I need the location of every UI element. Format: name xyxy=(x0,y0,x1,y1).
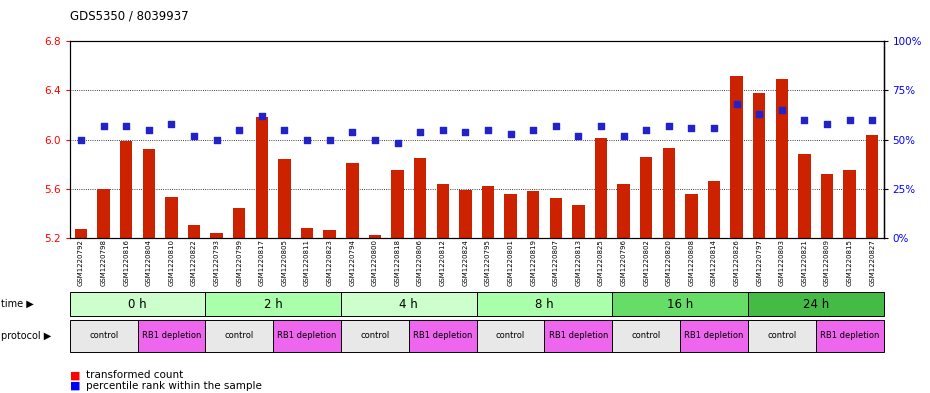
Bar xyxy=(74,229,87,238)
Point xyxy=(661,123,676,129)
Bar xyxy=(618,184,630,238)
Bar xyxy=(188,226,200,238)
Text: RB1 depletion: RB1 depletion xyxy=(549,331,608,340)
Bar xyxy=(798,154,811,238)
Bar xyxy=(753,93,765,238)
Point xyxy=(96,123,111,129)
Point xyxy=(549,123,564,129)
Text: protocol ▶: protocol ▶ xyxy=(1,331,51,341)
Bar xyxy=(844,170,856,238)
Bar xyxy=(504,194,517,238)
Point xyxy=(187,132,202,139)
Point xyxy=(707,125,722,131)
Point xyxy=(232,127,246,133)
Bar xyxy=(324,230,336,238)
Bar xyxy=(459,190,472,238)
Text: 16 h: 16 h xyxy=(667,298,693,311)
Bar xyxy=(210,233,223,238)
Bar xyxy=(368,235,381,238)
Text: time ▶: time ▶ xyxy=(1,299,33,309)
Point xyxy=(571,132,586,139)
Bar xyxy=(527,191,539,238)
Text: control: control xyxy=(360,331,390,340)
Point xyxy=(684,125,698,131)
Text: 8 h: 8 h xyxy=(535,298,553,311)
Point xyxy=(525,127,540,133)
Point xyxy=(865,117,880,123)
Bar xyxy=(166,197,178,238)
Text: RB1 depletion: RB1 depletion xyxy=(820,331,879,340)
Point xyxy=(299,136,314,143)
Point xyxy=(435,127,450,133)
Bar xyxy=(821,174,833,238)
Point xyxy=(209,136,224,143)
Point xyxy=(141,127,156,133)
Point xyxy=(481,127,496,133)
Point xyxy=(616,132,631,139)
Point xyxy=(751,111,766,117)
Bar xyxy=(98,189,110,238)
Text: control: control xyxy=(767,331,796,340)
Point xyxy=(797,117,812,123)
Bar xyxy=(730,76,743,238)
Point xyxy=(345,129,360,135)
Text: percentile rank within the sample: percentile rank within the sample xyxy=(86,381,262,391)
Text: RB1 depletion: RB1 depletion xyxy=(277,331,337,340)
Point xyxy=(255,113,270,119)
Text: ■: ■ xyxy=(70,370,80,380)
Point xyxy=(639,127,654,133)
Bar xyxy=(550,198,562,238)
Point xyxy=(73,136,88,143)
Point xyxy=(413,129,428,135)
Point xyxy=(323,136,338,143)
Bar xyxy=(436,184,449,238)
Point xyxy=(503,130,518,137)
Point xyxy=(593,123,608,129)
Bar xyxy=(572,205,585,238)
Bar xyxy=(866,135,879,238)
Bar xyxy=(685,194,698,238)
Text: 0 h: 0 h xyxy=(128,298,147,311)
Text: transformed count: transformed count xyxy=(86,370,184,380)
Bar xyxy=(708,181,720,238)
Text: GDS5350 / 8039937: GDS5350 / 8039937 xyxy=(70,10,189,23)
Text: control: control xyxy=(225,331,254,340)
Bar xyxy=(233,208,246,238)
Point xyxy=(843,117,857,123)
Bar xyxy=(278,159,291,238)
Point xyxy=(119,123,134,129)
Text: RB1 depletion: RB1 depletion xyxy=(141,331,201,340)
Point xyxy=(458,129,472,135)
Point xyxy=(277,127,292,133)
Bar xyxy=(301,228,313,238)
Bar xyxy=(346,163,359,238)
Bar xyxy=(662,148,675,238)
Text: ■: ■ xyxy=(70,381,80,391)
Point xyxy=(367,136,382,143)
Bar xyxy=(594,138,607,238)
Text: RB1 depletion: RB1 depletion xyxy=(684,331,744,340)
Text: RB1 depletion: RB1 depletion xyxy=(413,331,472,340)
Bar xyxy=(120,141,132,238)
Point xyxy=(164,121,179,127)
Point xyxy=(775,107,790,113)
Point xyxy=(819,121,834,127)
Text: control: control xyxy=(496,331,525,340)
Bar xyxy=(482,186,494,238)
Bar xyxy=(392,170,404,238)
Bar xyxy=(142,149,155,238)
Text: control: control xyxy=(89,331,118,340)
Text: control: control xyxy=(631,331,661,340)
Text: 24 h: 24 h xyxy=(803,298,829,311)
Bar xyxy=(414,158,426,238)
Bar xyxy=(776,79,788,238)
Bar xyxy=(640,157,652,238)
Point xyxy=(729,101,744,107)
Text: 2 h: 2 h xyxy=(264,298,283,311)
Text: 4 h: 4 h xyxy=(400,298,418,311)
Bar xyxy=(256,118,268,238)
Point xyxy=(390,140,405,147)
